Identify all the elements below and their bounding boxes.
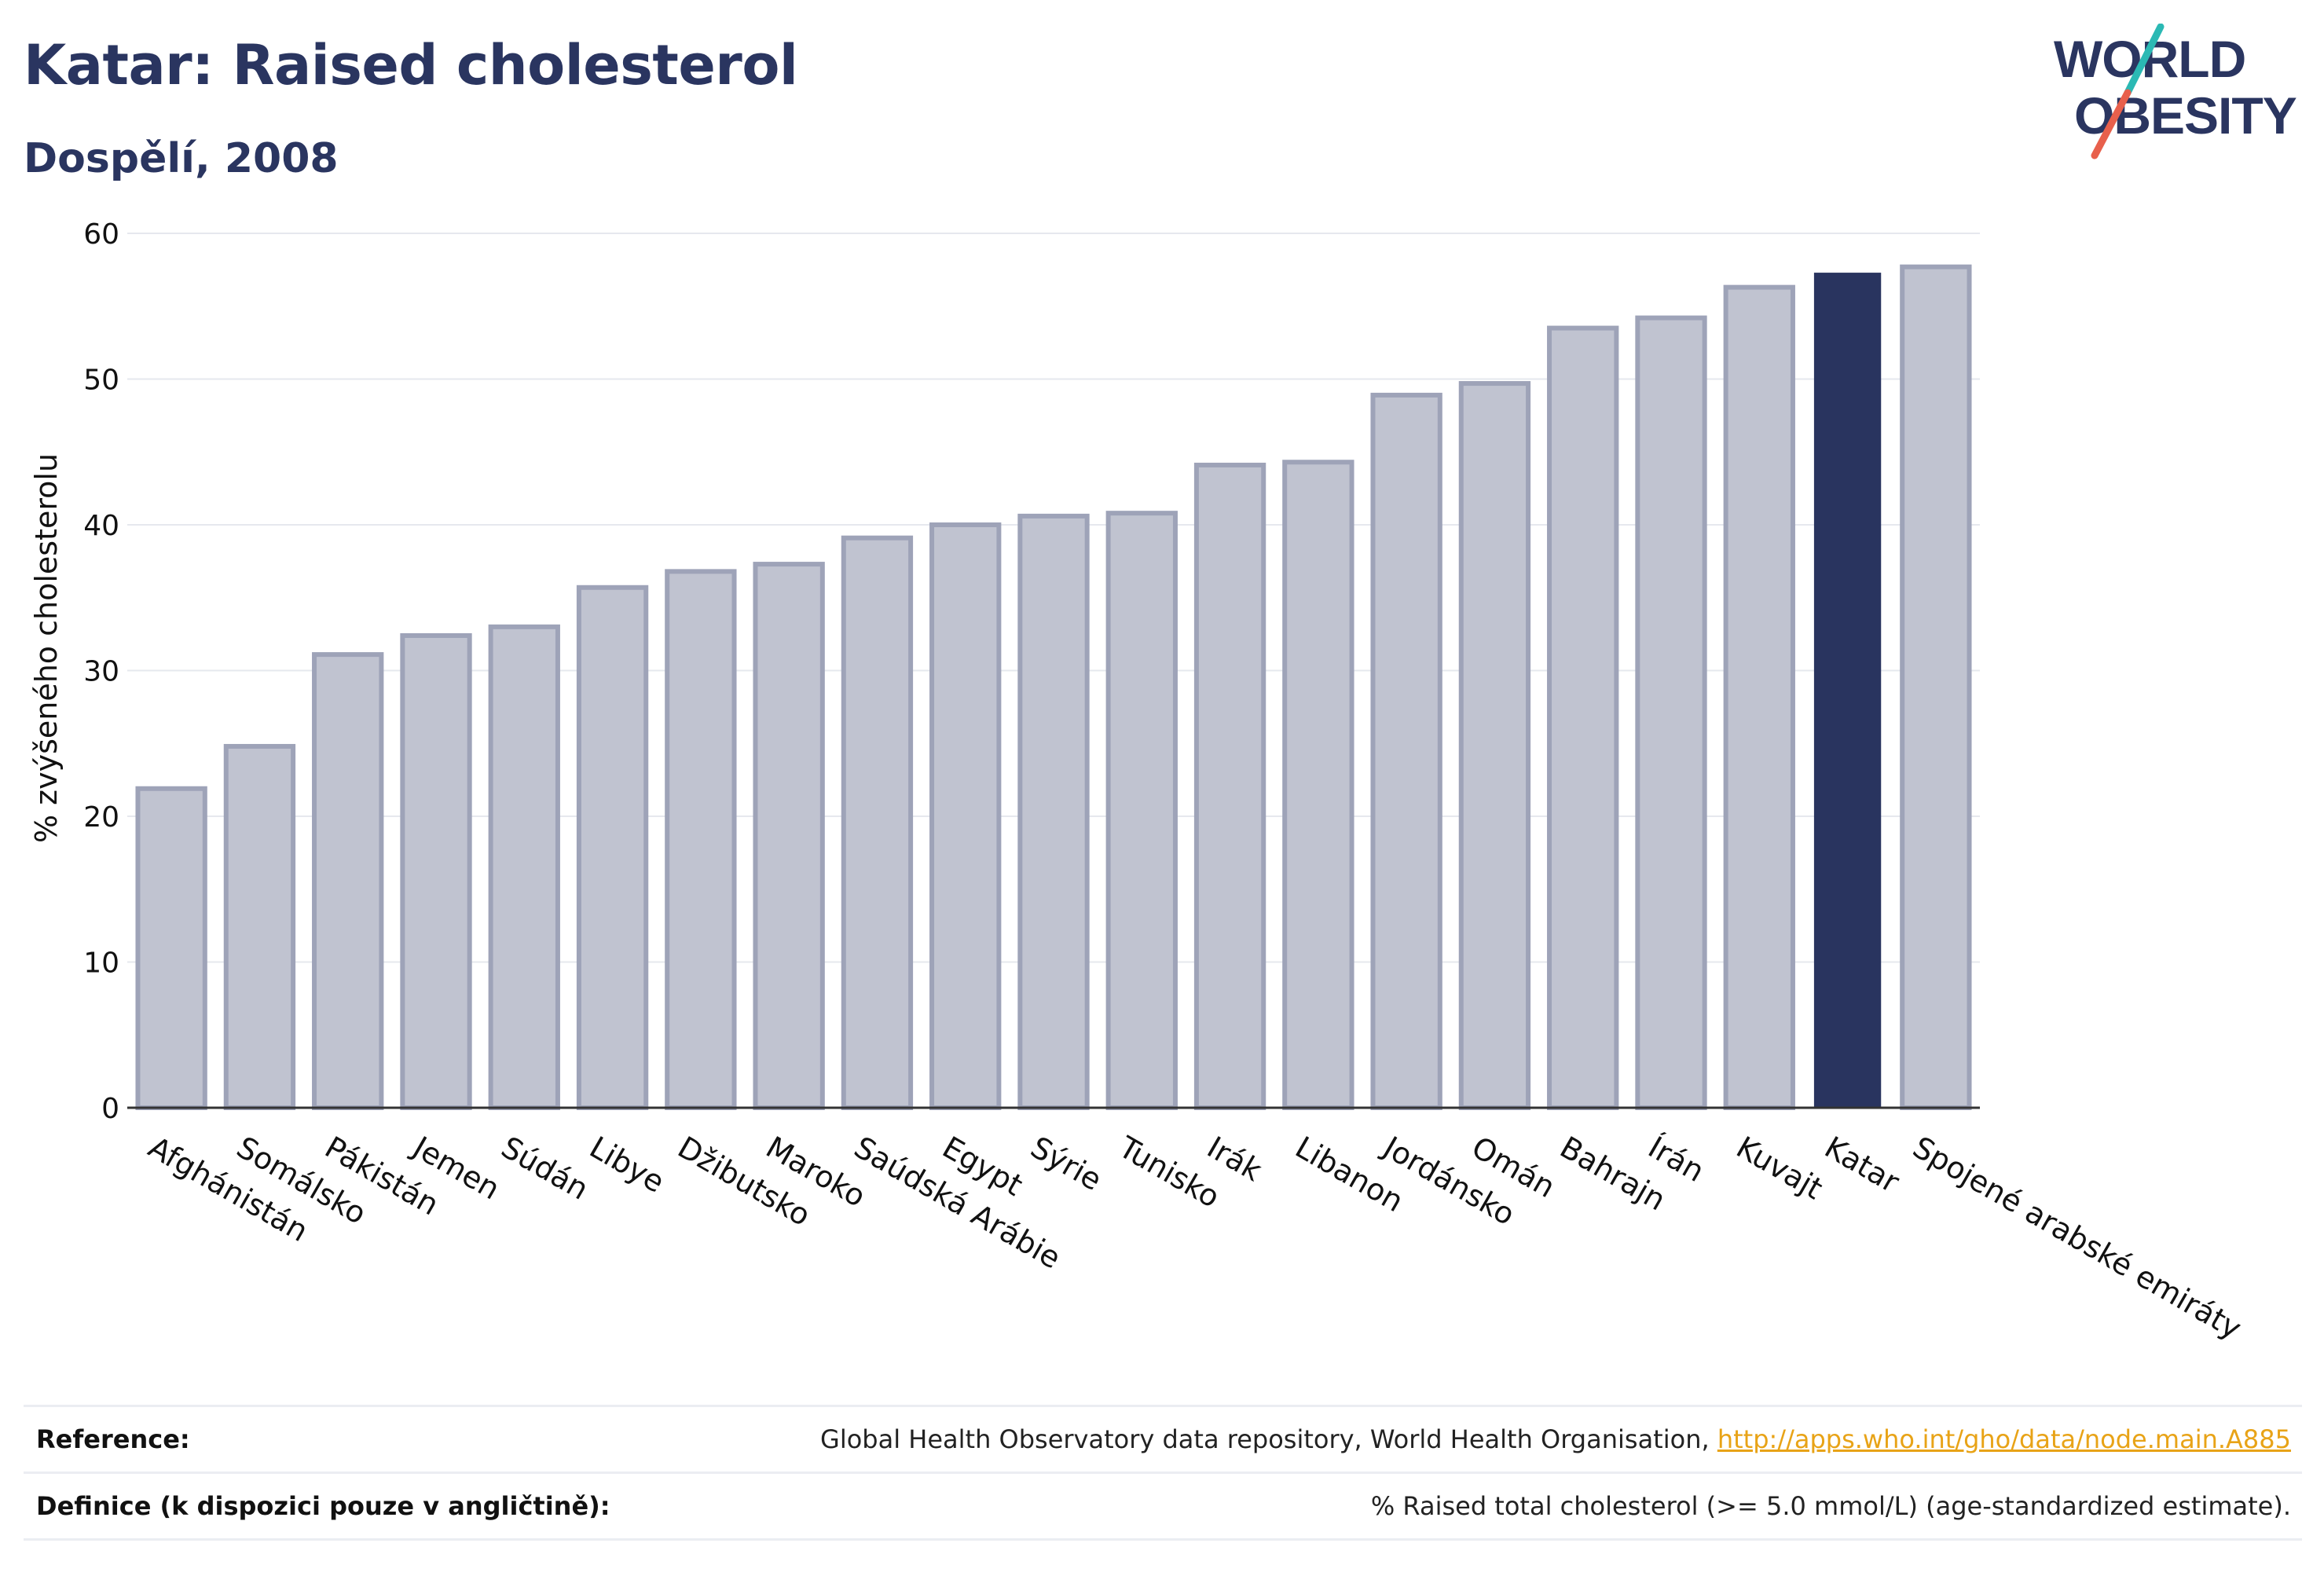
y-tick-label: 0: [101, 1093, 119, 1125]
bar[interactable]: [1458, 381, 1531, 1110]
y-tick-label: 10: [83, 947, 119, 980]
logo-slash-teal: [2124, 24, 2165, 97]
y-tick-label: 30: [83, 656, 119, 688]
bar[interactable]: [841, 535, 914, 1110]
y-tick-label: 40: [83, 510, 119, 542]
bar[interactable]: [1547, 325, 1619, 1110]
x-tick-label: Libye: [584, 1130, 670, 1200]
bar[interactable]: [488, 624, 560, 1110]
logo-line-2: OBESITY: [2074, 86, 2297, 145]
bar[interactable]: [1723, 284, 1795, 1110]
definition-row: Definice (k dispozici pouze v angličtině…: [24, 1472, 2302, 1541]
bar[interactable]: [929, 522, 1002, 1110]
x-tick-label: Spojené arabské emiráty: [1907, 1130, 2247, 1346]
bar[interactable]: [753, 562, 825, 1110]
bar-highlighted[interactable]: [1813, 273, 1882, 1109]
bar[interactable]: [1370, 392, 1442, 1110]
logo-line-1: WORLD: [2054, 30, 2245, 88]
bar-layer: [135, 264, 1972, 1111]
x-tick-label: Kuvajt: [1731, 1130, 1828, 1206]
bar[interactable]: [665, 569, 737, 1110]
bar[interactable]: [223, 743, 296, 1111]
reference-row: Reference: Global Health Observatory dat…: [24, 1405, 2302, 1472]
page-title: Katar: Raised cholesterol: [24, 33, 798, 97]
bar[interactable]: [1105, 511, 1178, 1110]
bar[interactable]: [1900, 264, 1972, 1110]
y-tick-label: 50: [83, 365, 119, 397]
definition-text: % Raised total cholesterol (>= 5.0 mmol/…: [1370, 1491, 2291, 1521]
y-tick-label: 60: [83, 218, 119, 251]
y-tick-label: 20: [83, 801, 119, 834]
bar[interactable]: [312, 652, 384, 1110]
y-axis-label: % zvýšeného cholesterolu: [29, 453, 64, 843]
definition-label: Definice (k dispozici pouze v angličtině…: [36, 1491, 610, 1521]
bar[interactable]: [1017, 513, 1090, 1110]
x-tick-label: Súdán: [496, 1130, 595, 1207]
x-tick-label: Tunisko: [1113, 1129, 1226, 1215]
bar[interactable]: [1282, 460, 1354, 1110]
x-tick-label: Sýrie: [1025, 1130, 1108, 1197]
reference-text: Global Health Observatory data repositor…: [820, 1424, 1717, 1454]
bar[interactable]: [1635, 315, 1707, 1110]
reference-label: Reference:: [36, 1424, 190, 1454]
world-obesity-logo[interactable]: WORLD OBESITY: [2051, 24, 2310, 165]
bar[interactable]: [1193, 462, 1266, 1110]
bar[interactable]: [135, 786, 207, 1110]
page-subtitle: Dospělí, 2008: [24, 135, 339, 182]
bar[interactable]: [576, 585, 649, 1110]
reference-table: Reference: Global Health Observatory dat…: [24, 1405, 2302, 1541]
bar-chart: 0102030405060AfghánistánSomálskoPákistán…: [29, 218, 2247, 1346]
bar[interactable]: [400, 632, 472, 1110]
logo-slash-coral: [2091, 89, 2132, 159]
reference-link[interactable]: http://apps.who.int/gho/data/node.main.A…: [1717, 1424, 2291, 1454]
x-tick-label: Katar: [1819, 1130, 1905, 1200]
reference-value: Global Health Observatory data repositor…: [820, 1424, 2291, 1454]
